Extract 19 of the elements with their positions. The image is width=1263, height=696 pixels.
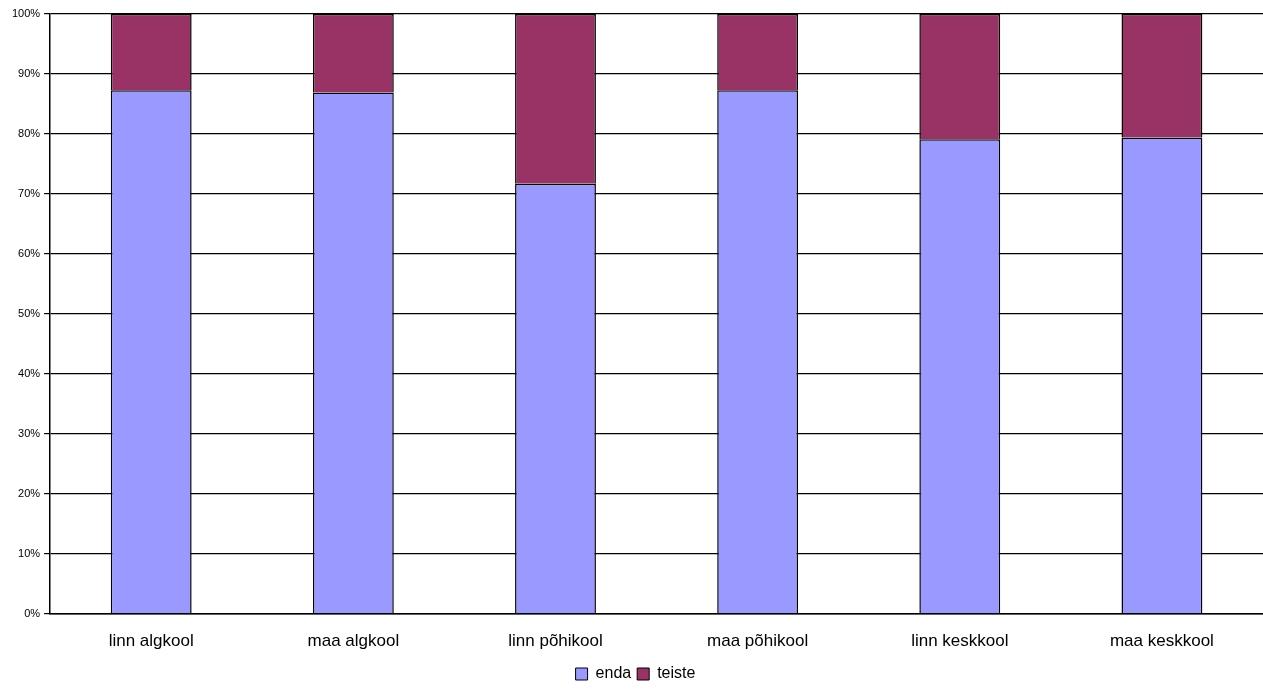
y-tick-label: 60% [18,246,41,259]
y-tick-label: 90% [18,66,41,79]
y-tick-label: 30% [18,426,41,439]
y-tick-label: 20% [18,486,41,499]
y-tick-label: 80% [18,126,41,139]
legend-label: enda [595,664,632,682]
x-tick-label: maa keskkool [1109,631,1214,651]
legend-label: teiste [657,664,696,682]
x-tick-label: maa algkool [307,631,400,651]
y-tick-label: 10% [18,546,41,559]
y-tick-label: 40% [18,366,41,379]
y-tick-label: 0% [24,606,41,619]
x-tick-label: maa põhikool [707,631,809,651]
y-tick-label: 100% [11,7,41,20]
x-tick-label: linn keskkool [911,631,1009,651]
x-tick-label: linn algkool [108,631,194,651]
x-tick-label: linn põhikool [508,631,603,651]
y-tick-label: 50% [18,306,41,319]
y-tick-label: 70% [18,186,41,199]
